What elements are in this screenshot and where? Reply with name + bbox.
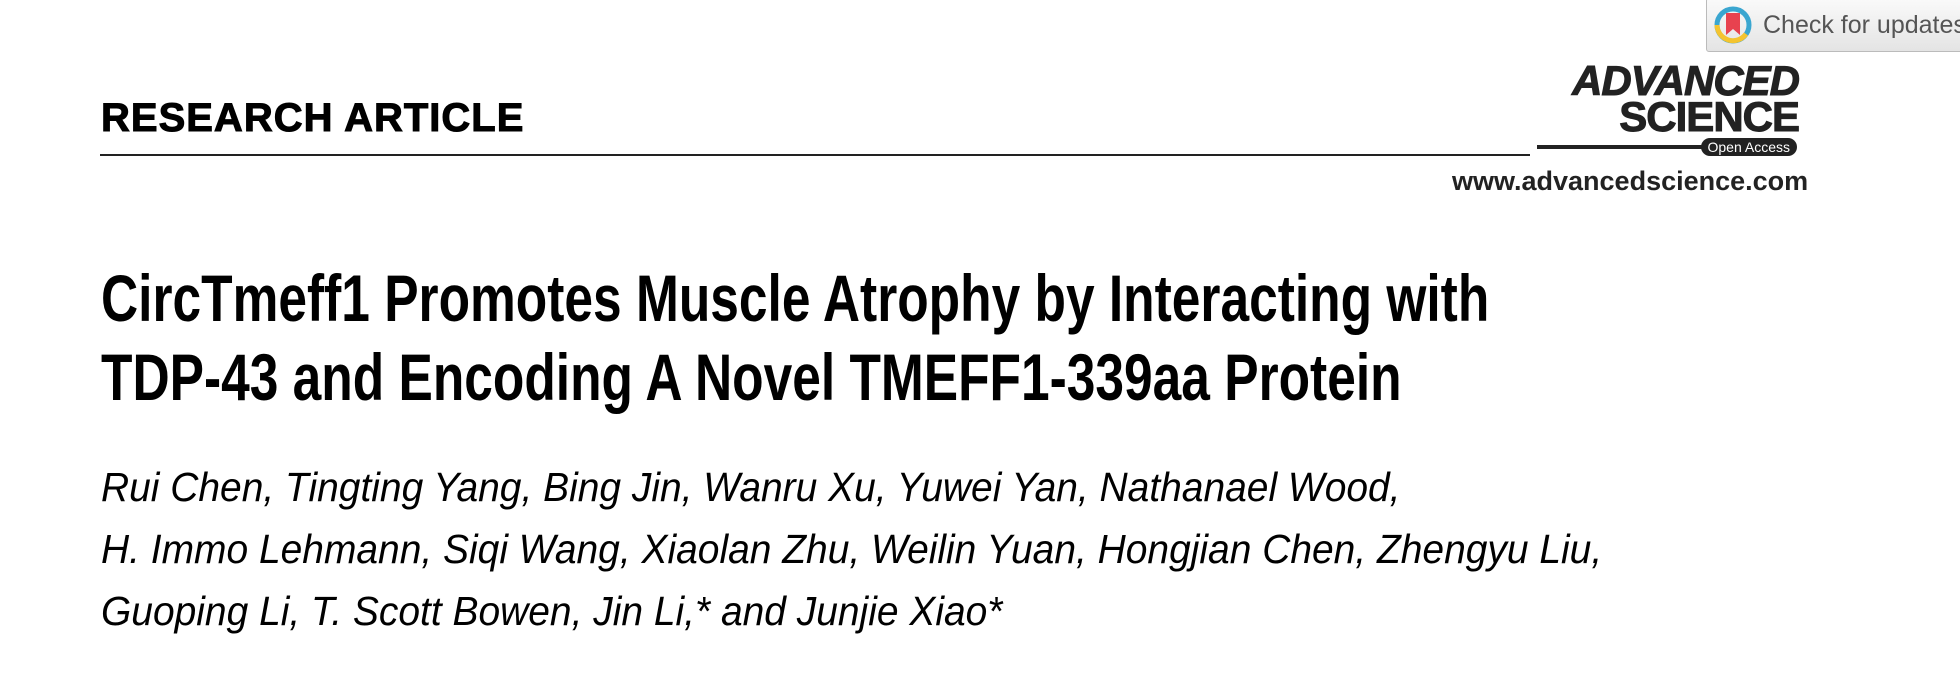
- section-label: RESEARCH ARTICLE: [100, 96, 525, 141]
- author-list-line: Guoping Li, T. Scott Bowen, Jin Li,* and…: [101, 588, 1003, 634]
- header-divider: [100, 154, 1530, 156]
- check-updates-icon: [1714, 6, 1752, 44]
- journal-logo: ADVANCED SCIENCE Open Access: [1537, 57, 1801, 160]
- article-title-line: TDP-43 and Encoding A Novel TMEFF1-339aa…: [101, 340, 1402, 414]
- article-title-line: CircTmeff1 Promotes Muscle Atrophy by In…: [101, 261, 1490, 335]
- journal-website-link[interactable]: www.advancedscience.com: [1452, 166, 1809, 196]
- logo-line-1: ADVANCED: [1572, 57, 1801, 104]
- check-for-updates-button[interactable]: Check for updates: [1706, 0, 1960, 52]
- logo-bar: [1537, 145, 1707, 149]
- author-list-line: H. Immo Lehmann, Siqi Wang, Xiaolan Zhu,…: [101, 526, 1603, 572]
- author-list-line: Rui Chen, Tingting Yang, Bing Jin, Wanru…: [101, 464, 1401, 510]
- logo-line-2: SCIENCE: [1619, 93, 1801, 140]
- open-access-badge: Open Access: [1700, 138, 1797, 156]
- check-updates-label: Check for updates: [1763, 10, 1960, 39]
